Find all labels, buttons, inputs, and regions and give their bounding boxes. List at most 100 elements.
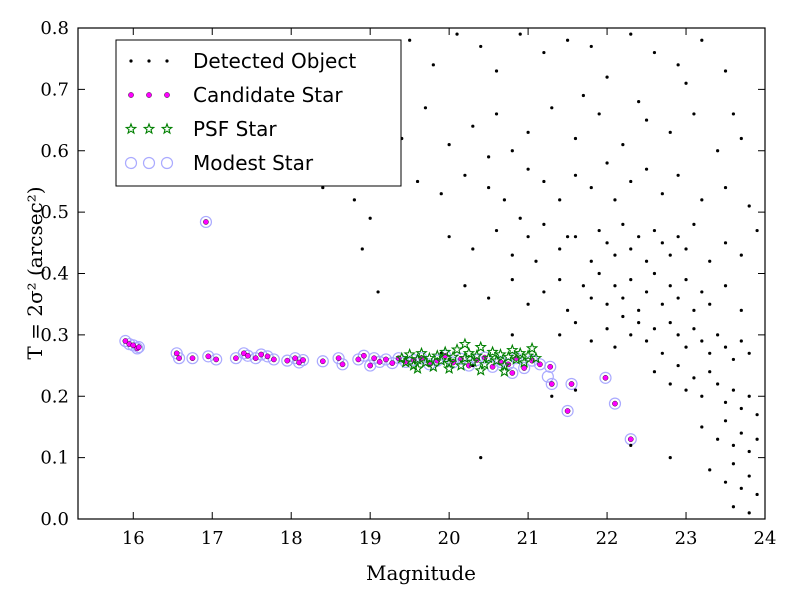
x-tick-label: 24	[754, 528, 777, 549]
data-point	[692, 376, 696, 380]
data-point	[723, 241, 728, 245]
data-point	[490, 354, 503, 366]
data-point	[621, 143, 625, 147]
data-point	[474, 363, 487, 376]
data-point	[454, 358, 468, 371]
data-point	[589, 339, 593, 343]
data-point	[613, 198, 617, 202]
legend-marker	[147, 59, 151, 63]
data-point	[708, 370, 712, 374]
data-point	[629, 443, 633, 447]
data-point	[602, 375, 609, 381]
data-point	[731, 112, 736, 116]
data-point	[487, 185, 491, 190]
data-point	[739, 431, 743, 435]
data-point	[660, 241, 664, 245]
data-point	[423, 358, 436, 371]
data-point	[474, 340, 487, 353]
data-point	[498, 365, 511, 378]
data-point	[431, 63, 435, 67]
data-point	[513, 346, 527, 359]
data-point	[202, 350, 215, 363]
data-point	[668, 284, 672, 288]
x-tick-label: 21	[517, 528, 540, 549]
data-point	[637, 100, 641, 104]
data-point	[589, 185, 593, 190]
data-point	[478, 357, 491, 370]
data-point	[739, 339, 743, 343]
data-point	[526, 167, 530, 171]
data-point	[581, 284, 585, 288]
data-point	[644, 339, 649, 343]
data-point	[296, 359, 302, 366]
data-point	[360, 247, 364, 251]
legend-item-modest-star: Modest Star	[124, 151, 314, 175]
data-point	[271, 356, 277, 363]
data-point	[447, 143, 451, 147]
data-point	[731, 388, 736, 392]
data-point	[447, 235, 451, 239]
data-point	[502, 350, 515, 363]
data-point	[573, 173, 578, 177]
y-tick-label: 0.3	[40, 325, 69, 346]
data-point	[487, 155, 491, 159]
data-point	[605, 327, 609, 331]
data-point	[708, 259, 712, 263]
data-point	[684, 247, 688, 251]
legend-items: Detected Object Candidate Star PSF Star Mod…	[124, 49, 356, 175]
data-point	[621, 314, 625, 319]
data-point	[589, 296, 593, 300]
x-axis-label: Magnitude	[366, 561, 476, 585]
data-point	[652, 370, 657, 374]
series-detected-object	[321, 32, 759, 515]
data-point	[376, 290, 380, 294]
data-point	[136, 344, 142, 350]
data-point	[471, 247, 475, 251]
data-point	[486, 345, 499, 358]
data-point	[521, 349, 535, 362]
data-point	[506, 343, 519, 356]
data-point	[489, 363, 496, 370]
data-point	[644, 259, 649, 263]
data-point	[332, 352, 345, 365]
data-point	[252, 355, 259, 361]
data-point	[716, 333, 720, 337]
data-point	[518, 361, 531, 375]
y-tick-label: 0.1	[40, 448, 69, 469]
data-point	[545, 377, 558, 391]
data-point	[510, 278, 514, 282]
data-point	[455, 32, 459, 36]
data-point	[747, 351, 751, 355]
data-point	[652, 50, 657, 55]
data-point	[565, 377, 578, 391]
legend-label: PSF Star	[193, 117, 277, 141]
data-point	[186, 352, 199, 365]
data-point	[284, 357, 291, 364]
data-point	[367, 362, 373, 369]
data-point	[700, 290, 704, 294]
data-point	[296, 353, 310, 367]
y-tick-label: 0.5	[40, 202, 69, 223]
data-point	[526, 235, 530, 239]
data-point	[708, 468, 712, 472]
data-point	[676, 333, 680, 337]
data-point	[431, 349, 444, 362]
legend-marker	[165, 59, 169, 63]
data-point	[747, 204, 751, 208]
data-point	[408, 38, 412, 42]
data-point	[241, 350, 247, 357]
series-psf-star	[395, 337, 543, 378]
data-point	[131, 342, 144, 355]
data-point	[716, 382, 720, 386]
data-point	[716, 149, 720, 153]
data-point	[542, 50, 546, 55]
data-point	[423, 106, 428, 110]
data-point	[565, 308, 570, 312]
y-tick-label: 0.2	[40, 386, 69, 407]
data-point	[565, 38, 570, 42]
data-point	[565, 235, 570, 239]
data-point	[644, 118, 649, 122]
data-point	[668, 382, 672, 386]
data-point	[463, 284, 467, 288]
